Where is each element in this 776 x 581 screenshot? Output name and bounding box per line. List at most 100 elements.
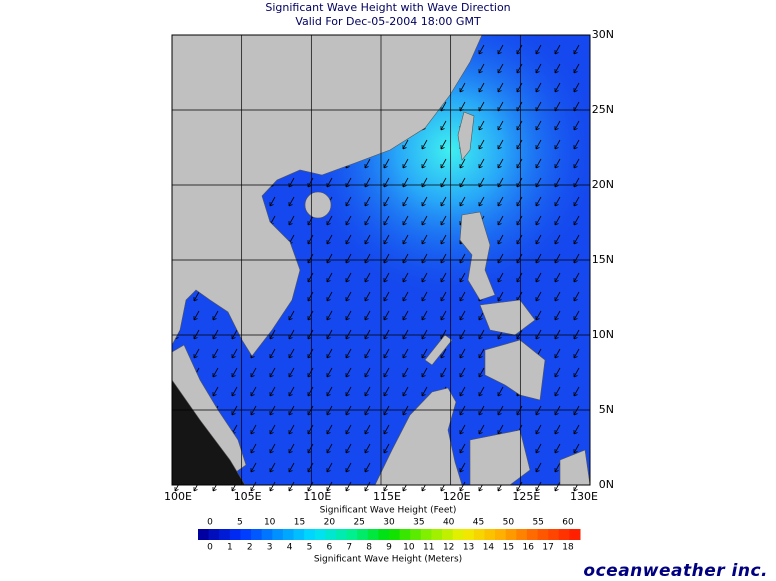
arrow (364, 405, 371, 416)
feet-label: 40 (443, 518, 455, 528)
arrow (554, 139, 561, 150)
lat-label: 0N (599, 478, 614, 491)
arrow (383, 424, 390, 435)
meters-label: 16 (522, 543, 534, 553)
arrow (288, 424, 295, 435)
arrow (402, 139, 409, 150)
arrow (440, 158, 447, 169)
arrow (231, 386, 238, 397)
colorbar-swatch (399, 529, 411, 540)
arrow (440, 310, 447, 321)
arrow (535, 44, 542, 55)
arrow (516, 196, 523, 207)
colorbar-swatch (389, 529, 401, 540)
taiwan (457, 111, 475, 161)
arrow (478, 139, 485, 150)
arrow (535, 310, 542, 321)
arrow (554, 215, 561, 226)
arrow (535, 443, 542, 454)
arrow (478, 424, 485, 435)
colorbar-swatch (251, 529, 263, 540)
arrow (345, 234, 352, 245)
colorbar-swatch (240, 529, 252, 540)
arrow (383, 272, 390, 283)
arrow (231, 367, 238, 378)
arrow (345, 443, 352, 454)
lon-label: 130E (570, 490, 598, 503)
colorbar-swatch (367, 529, 379, 540)
arrow (478, 348, 485, 359)
meters-label: 6 (326, 543, 332, 553)
feet-label: 20 (324, 518, 336, 528)
arrow (459, 196, 466, 207)
arrow (383, 310, 390, 321)
arrow (212, 310, 219, 321)
colorbar-meters-title: Significant Wave Height (Meters) (314, 555, 462, 565)
colorbar-swatch (378, 529, 390, 540)
arrow (421, 139, 428, 150)
arrow (383, 348, 390, 359)
arrow (459, 481, 466, 492)
feet-label: 10 (264, 518, 276, 528)
arrow (402, 234, 409, 245)
arrow (326, 310, 333, 321)
arrow (459, 405, 466, 416)
mindanao (484, 339, 546, 401)
arrow (364, 196, 371, 207)
feet-label: 0 (207, 518, 213, 528)
arrow (459, 386, 466, 397)
colorbar-swatch (473, 529, 485, 540)
arrow (326, 405, 333, 416)
arrow (288, 348, 295, 359)
arrow (554, 158, 561, 169)
arrow (535, 291, 542, 302)
arrow (402, 196, 409, 207)
lon-label: 125E (512, 490, 540, 503)
arrow (478, 405, 485, 416)
arrow (364, 310, 371, 321)
arrow (554, 367, 561, 378)
arrow (402, 367, 409, 378)
arrow (478, 120, 485, 131)
arrow (554, 348, 561, 359)
arrow (269, 405, 276, 416)
colorbar-swatch (526, 529, 539, 540)
arrow (516, 82, 523, 93)
feet-label: 55 (532, 518, 543, 528)
meters-label: 15 (503, 543, 514, 553)
arrow (554, 272, 561, 283)
meters-label: 11 (423, 543, 434, 553)
arrow (573, 272, 580, 283)
arrow (383, 367, 390, 378)
colorbar-swatch (431, 529, 443, 540)
arrow (269, 367, 276, 378)
meters-label: 5 (307, 543, 313, 553)
arrow (459, 158, 466, 169)
arrow (193, 291, 200, 302)
arrow (269, 462, 276, 473)
colorbar-swatch (219, 529, 231, 540)
colorbar-swatch (208, 529, 220, 540)
arrow (250, 386, 257, 397)
colorbar-swatch (325, 529, 337, 540)
colorbar-swatch (463, 529, 475, 540)
arrow (516, 329, 523, 340)
arrow (250, 462, 257, 473)
colorbar: 0 5 10 15 20 25 30 35 40 45 50 55 600 1 2 3 4 5 6 7 8 9 10 11 12… (198, 518, 581, 553)
map-subtitle: Valid For Dec-05-2004 18:00 GMT (295, 15, 481, 28)
lon-label: 105E (234, 490, 262, 503)
arrow (212, 386, 219, 397)
arrow (421, 291, 428, 302)
arrow (307, 272, 314, 283)
arrow (516, 63, 523, 74)
colorbar-swatch (229, 529, 241, 540)
arrow (307, 329, 314, 340)
arrow (516, 44, 523, 55)
arrow (459, 310, 466, 321)
arrow (554, 120, 561, 131)
arrow (345, 196, 352, 207)
arrow (326, 234, 333, 245)
visayas (479, 299, 536, 336)
arrow (307, 462, 314, 473)
